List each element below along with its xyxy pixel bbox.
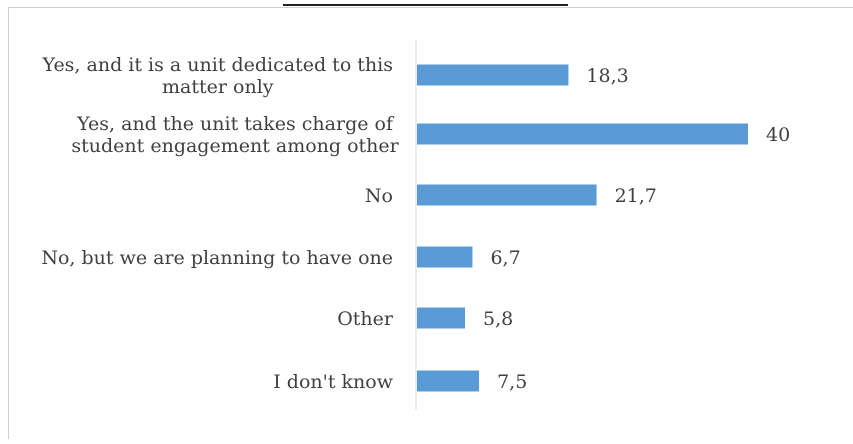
title-underline: [283, 4, 568, 6]
bar: [417, 64, 569, 86]
category-label: I don't know: [273, 371, 393, 393]
data-label: 40: [766, 124, 790, 146]
bar: [417, 246, 473, 268]
category-label: Yes, and it is a unit dedicated to this m…: [42, 54, 393, 98]
category-label: Other: [337, 308, 394, 330]
top-border-line: [8, 7, 853, 8]
bar: [417, 370, 480, 392]
data-label: 5,8: [483, 308, 513, 330]
data-label: 7,5: [497, 371, 527, 393]
bar: [417, 184, 597, 206]
category-label: No: [365, 185, 393, 207]
data-label: 6,7: [490, 247, 520, 269]
left-border-line: [8, 7, 9, 439]
category-label: No, but we are planning to have one: [41, 247, 393, 269]
data-label: 21,7: [615, 185, 657, 207]
category-label: Yes, and the unit takes charge of student…: [71, 113, 399, 157]
bar: [417, 123, 748, 145]
data-label: 18,3: [586, 65, 628, 87]
bar: [417, 307, 465, 329]
